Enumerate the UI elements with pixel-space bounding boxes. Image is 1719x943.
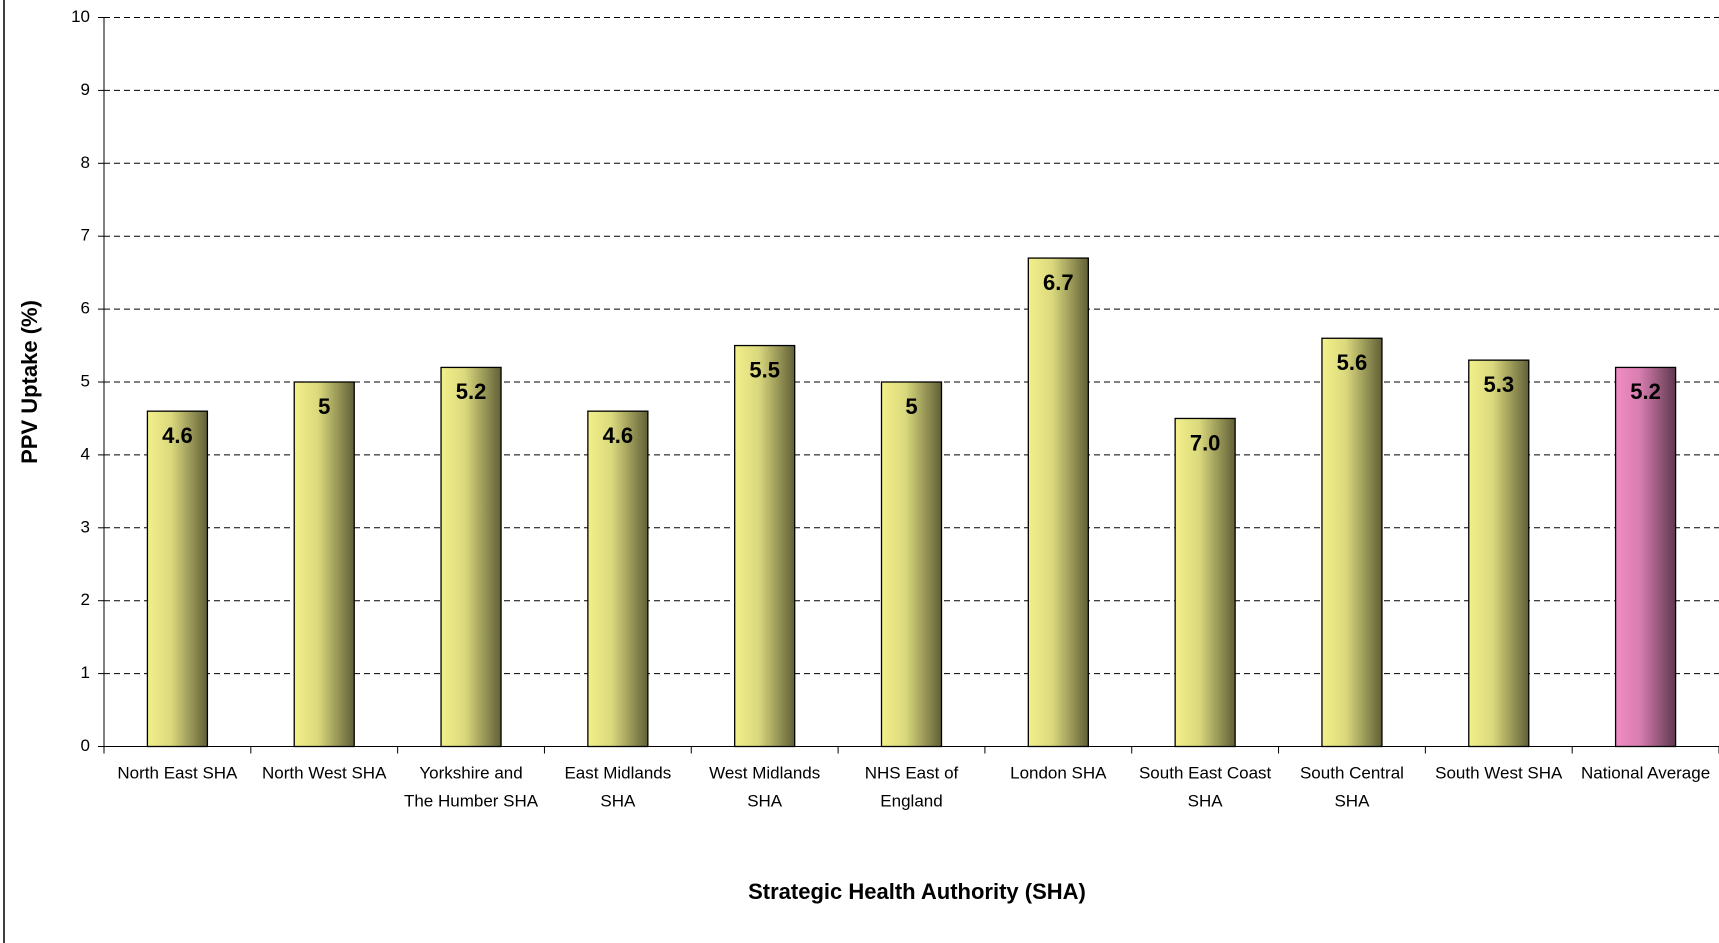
x-tick-label: South East Coast SHA bbox=[1139, 764, 1272, 811]
x-axis-title: Strategic Health Authority (SHA) bbox=[748, 879, 1086, 904]
x-tick-label: London SHA bbox=[1010, 764, 1107, 783]
x-tick-label: South West SHA bbox=[1435, 764, 1563, 783]
value-label: 5 bbox=[318, 394, 330, 419]
bar-shade bbox=[293, 381, 355, 748]
bar-shade bbox=[587, 410, 649, 748]
x-tick-label: Yorkshire and The Humber SHA bbox=[404, 764, 539, 811]
bar-shade bbox=[1614, 366, 1677, 748]
x-tick-label: North West SHA bbox=[262, 764, 387, 783]
x-tick-label: National Average bbox=[1581, 764, 1710, 783]
value-label: 5.2 bbox=[456, 379, 487, 404]
x-tick-label: South Central SHA bbox=[1300, 764, 1404, 811]
x-tick-label: West Midlands SHA bbox=[709, 764, 820, 811]
x-tick-label: North East SHA bbox=[117, 764, 238, 783]
bar-shade bbox=[734, 344, 796, 748]
value-label: 4.6 bbox=[162, 423, 193, 448]
x-tick-label: East Midlands SHA bbox=[564, 764, 671, 811]
value-label: 5.6 bbox=[1337, 350, 1368, 375]
y-tick-label: 5 bbox=[81, 371, 90, 390]
bar-shade bbox=[1321, 337, 1383, 748]
bar-shade bbox=[1174, 417, 1236, 748]
bar-shade bbox=[440, 366, 502, 748]
x-tick-label: NHS East of England bbox=[865, 764, 959, 811]
y-tick-label: 4 bbox=[81, 444, 90, 463]
value-label: 7.0 bbox=[1190, 430, 1221, 455]
y-tick-label: 2 bbox=[81, 590, 90, 609]
value-label: 5.2 bbox=[1630, 379, 1661, 404]
y-tick-label: 10 bbox=[71, 7, 90, 26]
value-label: 6.7 bbox=[1043, 270, 1074, 295]
value-label: 5 bbox=[905, 394, 917, 419]
bar-shade bbox=[880, 381, 943, 748]
y-tick-label: 7 bbox=[81, 226, 90, 245]
bar-shade bbox=[1027, 257, 1089, 748]
bar-shade bbox=[1468, 359, 1530, 748]
bar-shade bbox=[146, 410, 209, 748]
y-tick-label: 6 bbox=[81, 299, 90, 318]
value-label: 5.5 bbox=[749, 357, 780, 382]
value-label: 4.6 bbox=[603, 423, 634, 448]
y-tick-label: 0 bbox=[81, 736, 90, 755]
y-axis-title: PPV Uptake (%) bbox=[17, 300, 42, 464]
y-tick-label: 8 bbox=[81, 153, 90, 172]
y-tick-label: 1 bbox=[81, 663, 90, 682]
y-tick-label: 9 bbox=[81, 80, 90, 99]
value-label: 5.3 bbox=[1483, 372, 1514, 397]
y-tick-label: 3 bbox=[81, 517, 90, 536]
